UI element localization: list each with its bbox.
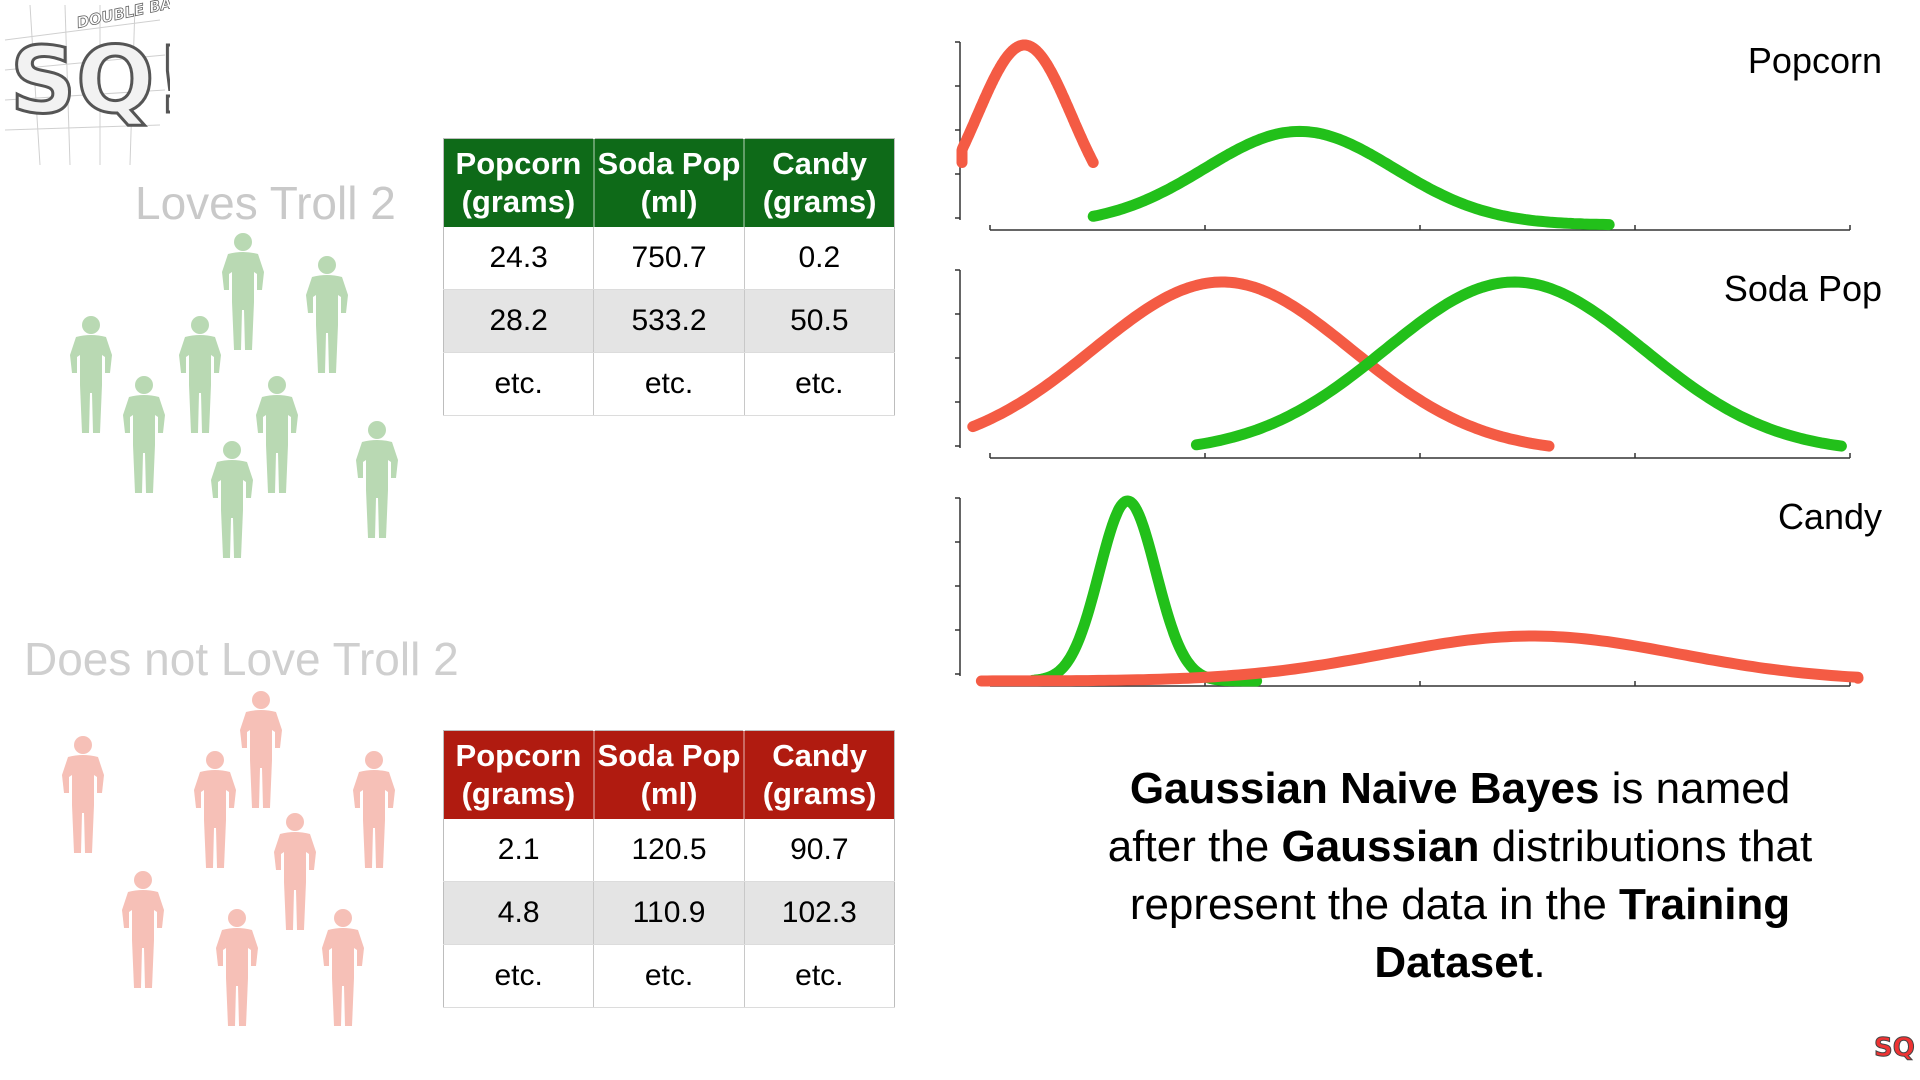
loves-data-table: Popcorn (grams) Soda Pop (ml) Candy (gra… — [443, 138, 895, 416]
table-cell: etc. — [443, 944, 595, 1008]
not-love-gaussian-curve — [956, 39, 1099, 168]
table-cell: etc. — [593, 944, 745, 1008]
loves-gaussian-curve — [1190, 276, 1847, 452]
not-love-gaussian-curve — [975, 630, 1864, 687]
not-love-data-table: Popcorn (grams) Soda Pop (ml) Candy (gra… — [443, 730, 895, 1008]
small-logo-letters: SQ! — [1874, 1033, 1918, 1063]
person-icon — [234, 690, 288, 810]
header-popcorn: Popcorn (grams) — [443, 730, 595, 819]
caption-bold-term: Gaussian Naive Bayes — [1129, 764, 1600, 813]
person-icon — [210, 908, 264, 1028]
not-love-gaussian-curve — [967, 276, 1555, 452]
popcorn-distribution-chart — [955, 39, 1851, 231]
table-cell: etc. — [443, 352, 595, 416]
person-icon — [347, 750, 401, 870]
caption-bold-term: Training Dataset — [1374, 880, 1791, 987]
person-icon — [117, 375, 171, 495]
header-candy: Candy (grams) — [744, 730, 895, 819]
soda-pop-distribution-chart — [955, 269, 1851, 459]
person-icon — [316, 908, 370, 1028]
caption-text-part: is named after the — [1107, 764, 1791, 871]
table-row: etc. etc. etc. — [443, 352, 895, 416]
person-icon — [268, 812, 322, 932]
candy-chart-title: Candy — [1777, 496, 1882, 537]
table-row: 4.8 110.9 102.3 — [443, 881, 895, 945]
table-cell: etc. — [744, 944, 895, 1008]
header-popcorn: Popcorn (grams) — [443, 138, 595, 227]
loves-troll-label: Loves Troll 2 — [135, 177, 396, 229]
loves-gaussian-curve — [1087, 125, 1615, 231]
loves-gaussian-curve — [1027, 495, 1263, 687]
not-love-troll-label: Does not Love Troll 2 — [24, 633, 459, 685]
table-cell: 110.9 — [593, 881, 745, 945]
person-icon — [188, 750, 242, 870]
person-icon — [250, 375, 304, 495]
caption-text-part: . — [1533, 938, 1546, 987]
table-cell: 4.8 — [443, 881, 595, 945]
person-icon — [216, 232, 270, 352]
header-soda: Soda Pop (ml) — [593, 138, 746, 227]
table-header-row: Popcorn (grams) Soda Pop (ml) Candy (gra… — [443, 730, 895, 819]
person-icon — [300, 255, 354, 375]
header-soda: Soda Pop (ml) — [593, 730, 746, 819]
caption-bold-term: Gaussian — [1281, 822, 1480, 871]
table-cell: 24.3 — [443, 227, 595, 290]
person-icon — [56, 735, 110, 855]
header-candy: Candy (grams) — [744, 138, 895, 227]
table-row: 28.2 533.2 50.5 — [443, 289, 895, 353]
table-cell: 750.7 — [593, 227, 745, 290]
statquest-small-logo: SQ! — [1872, 1022, 1918, 1068]
soda-pop-chart-title: Soda Pop — [1723, 268, 1882, 309]
logo-letters: SQ! — [10, 27, 170, 134]
table-header-row: Popcorn (grams) Soda Pop (ml) Candy (gra… — [443, 138, 895, 227]
person-icon — [173, 315, 227, 435]
table-cell: 2.1 — [443, 819, 595, 882]
table-row: 2.1 120.5 90.7 — [443, 819, 895, 882]
table-row: 24.3 750.7 0.2 — [443, 227, 895, 290]
person-icon — [116, 870, 170, 990]
person-icon — [350, 420, 404, 540]
table-cell: 533.2 — [593, 289, 745, 353]
table-cell: 120.5 — [593, 819, 745, 882]
table-cell: 0.2 — [744, 227, 895, 290]
table-cell: 50.5 — [744, 289, 895, 353]
table-cell: 90.7 — [744, 819, 895, 882]
statquest-logo: SQ! DOUBLE BAM!!! — [4, 0, 170, 166]
table-row: etc. etc. etc. — [443, 944, 895, 1008]
table-cell: etc. — [593, 352, 745, 416]
caption-text: Gaussian Naive Bayes is named after the … — [1080, 760, 1840, 992]
caption-text-part: distributions that represent the data in… — [1129, 822, 1813, 929]
table-cell: 28.2 — [443, 289, 595, 353]
candy-distribution-chart — [955, 495, 1864, 687]
table-cell: 102.3 — [744, 881, 895, 945]
popcorn-chart-title: Popcorn — [1747, 40, 1882, 81]
person-icon — [64, 315, 118, 435]
table-cell: etc. — [744, 352, 895, 416]
person-icon — [205, 440, 259, 560]
